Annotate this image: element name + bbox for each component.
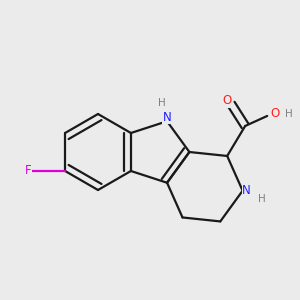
Text: N: N [242,184,251,197]
Text: F: F [25,164,32,178]
Text: H: H [285,109,293,119]
Text: N: N [163,111,171,124]
Text: H: H [258,194,266,204]
Text: O: O [271,107,280,121]
Text: H: H [158,98,166,108]
Text: O: O [223,94,232,107]
